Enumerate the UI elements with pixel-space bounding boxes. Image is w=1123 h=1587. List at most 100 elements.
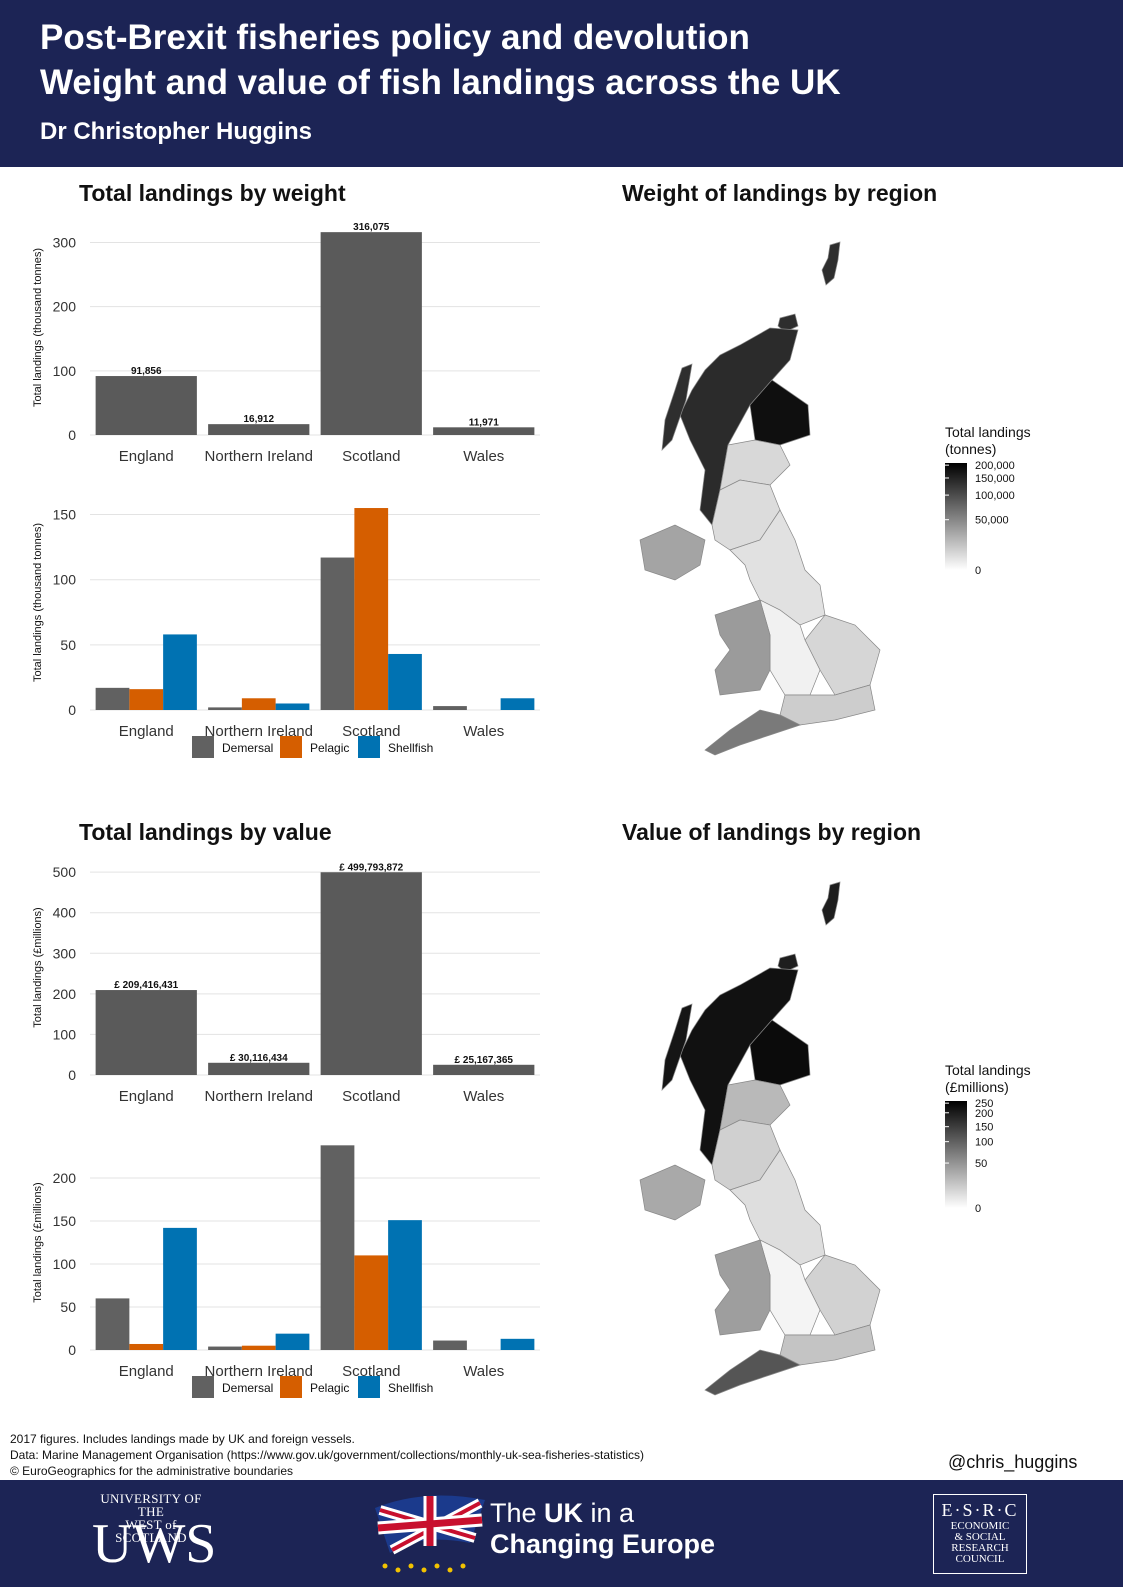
x-tick-label: Wales — [463, 448, 504, 465]
legend-tick-label: 50,000 — [975, 515, 1009, 527]
y-tick-label: 150 — [53, 1213, 77, 1229]
bar-shellfish — [275, 1333, 310, 1350]
bar-demersal — [320, 1145, 355, 1350]
x-tick-label: Wales — [463, 1088, 504, 1105]
note-figures: 2017 figures. Includes landings made by … — [10, 1432, 355, 1446]
legend-tick-label: 200 — [975, 1108, 993, 1120]
bar-demersal — [208, 1346, 242, 1350]
value-panel-title: Total landings by value — [79, 819, 332, 845]
legend-tick-label: 150 — [975, 1122, 993, 1134]
bar-pelagic — [354, 1255, 389, 1350]
data-label: £ 209,416,431 — [114, 980, 178, 991]
uws-logo: UWS — [92, 1513, 217, 1575]
y-tick-label: 100 — [53, 363, 77, 379]
data-label: 91,856 — [131, 366, 162, 377]
weight-map-title: Weight of landings by region — [622, 180, 938, 206]
x-tick-label: Northern Ireland — [205, 1088, 313, 1105]
legend-label: Demersal — [222, 741, 273, 755]
bar-shellfish — [163, 634, 197, 710]
header-banner: Post-Brexit fisheries policy and devolut… — [0, 0, 1123, 167]
bar-demersal — [433, 706, 467, 710]
legend-swatch — [358, 736, 380, 758]
legend-label: Pelagic — [310, 741, 349, 755]
map-region-outer-hebrides — [661, 363, 693, 451]
legend-tick-label: 150,000 — [975, 473, 1015, 485]
legend-title: (£millions) — [945, 1079, 1009, 1095]
weight-map — [639, 241, 881, 756]
x-tick-label: Northern Ireland — [205, 723, 313, 740]
legend-title: Total landings — [945, 425, 1031, 440]
data-label: 316,075 — [353, 222, 390, 233]
y-axis-label: Total landings (thousand tonnes) — [32, 523, 44, 682]
note-copyright: © EuroGeographics for the administrative… — [10, 1464, 293, 1478]
x-tick-label: England — [119, 448, 174, 465]
map-region-outer-hebrides — [661, 1003, 693, 1091]
y-tick-label: 300 — [53, 234, 77, 250]
y-tick-label: 100 — [53, 1256, 77, 1272]
y-tick-label: 100 — [53, 1026, 77, 1042]
bar-total — [208, 424, 310, 435]
bar-pelagic — [354, 508, 389, 710]
y-tick-label: 100 — [53, 572, 77, 588]
x-tick-label: Scotland — [342, 448, 400, 465]
union-flag-icon — [375, 1495, 485, 1573]
map-region-orkney — [777, 953, 799, 973]
weight-panel-title: Total landings by weight — [79, 180, 346, 206]
legend-swatch — [358, 1376, 380, 1398]
bar-shellfish — [163, 1227, 197, 1350]
y-axis-label: Total landings (£millions) — [32, 907, 44, 1027]
map-region-south-west — [704, 1349, 801, 1396]
x-tick-label: Scotland — [342, 723, 400, 740]
data-label: £ 499,793,872 — [339, 862, 403, 873]
twitter-handle: @chris_huggins — [948, 1452, 1078, 1472]
legend-colorbar — [945, 1101, 967, 1208]
bar-shellfish — [500, 1338, 535, 1350]
legend-colorbar — [945, 463, 967, 570]
bar-total — [208, 1062, 310, 1075]
legend-tick-label: 100 — [975, 1137, 993, 1149]
bar-pelagic — [241, 698, 276, 710]
y-tick-label: 500 — [53, 864, 77, 880]
footer-banner: UNIVERSITY OF THE WEST of SCOTLAND UWS T… — [0, 1480, 1123, 1587]
y-tick-label: 50 — [60, 637, 76, 653]
bar-demersal — [95, 687, 130, 710]
y-tick-label: 400 — [53, 905, 77, 921]
y-tick-label: 200 — [53, 1170, 77, 1186]
map-region-east-england — [804, 1254, 881, 1336]
weight-total-chart: 0 100 200 300 Total landings (thousand tonne… — [32, 222, 540, 465]
map-region-northern-ireland — [639, 524, 706, 581]
bar-demersal — [208, 707, 242, 710]
legend-swatch — [192, 1376, 214, 1398]
legend-tick-label: 200,000 — [975, 460, 1015, 472]
data-label: 16,912 — [243, 414, 274, 425]
weight-species-chart: 0 50 100 150 Total landings (thousand tonnes… — [32, 507, 540, 758]
x-tick-label: England — [119, 1363, 174, 1380]
map-region-shetland — [821, 241, 841, 286]
y-tick-label: 0 — [68, 1342, 76, 1358]
bar-pelagic — [129, 689, 164, 710]
y-tick-label: 50 — [60, 1299, 76, 1315]
bar-total — [95, 990, 197, 1075]
legend-swatch — [192, 736, 214, 758]
bar-pelagic — [129, 1343, 164, 1350]
bar-demersal — [433, 1340, 467, 1350]
y-tick-label: 150 — [53, 507, 77, 523]
y-tick-label: 200 — [53, 299, 77, 315]
legend-tick-label: 100,000 — [975, 490, 1015, 502]
legend-title: Total landings — [945, 1063, 1031, 1078]
data-label: £ 30,116,434 — [230, 1053, 288, 1064]
legend-label: Demersal — [222, 1381, 273, 1395]
y-tick-label: 0 — [68, 702, 76, 718]
x-tick-label: Northern Ireland — [205, 1363, 313, 1380]
map-region-northern-ireland — [639, 1164, 706, 1221]
data-label: 11,971 — [469, 417, 499, 428]
bar-shellfish — [500, 698, 535, 710]
x-tick-label: England — [119, 1088, 174, 1105]
note-data-source: Data: Marine Management Organisation (ht… — [10, 1448, 645, 1462]
author: Dr Christopher Huggins — [40, 118, 313, 145]
map-region-orkney — [777, 313, 799, 333]
y-tick-label: 0 — [68, 427, 76, 443]
y-tick-label: 0 — [68, 1067, 76, 1083]
value-total-chart: 0 100 200 300 400 500 Total landings (£million… — [32, 862, 540, 1105]
